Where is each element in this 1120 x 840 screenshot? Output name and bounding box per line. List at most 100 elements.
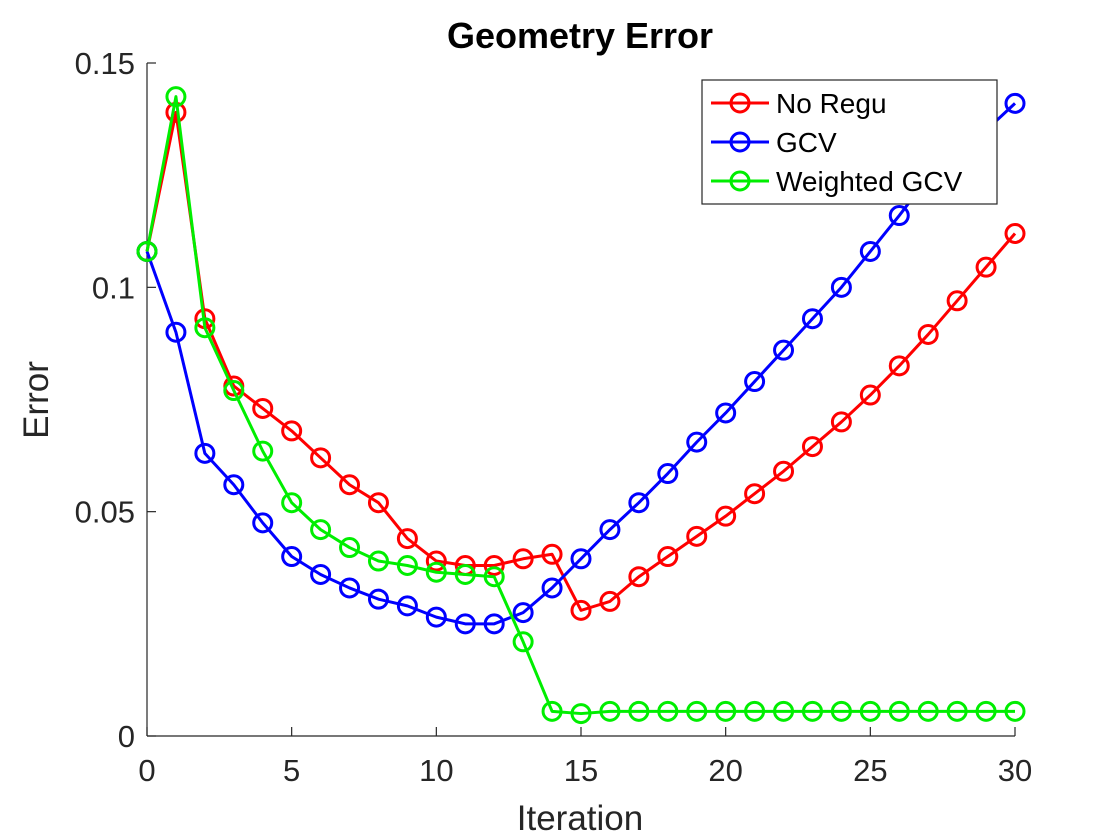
legend-label-no-regu: No Regu	[776, 88, 887, 119]
data-point-weighted-gcv	[454, 563, 476, 585]
data-point-gcv	[454, 613, 476, 635]
data-point-weighted-gcv	[946, 700, 968, 722]
data-point-no-regu	[859, 384, 881, 406]
data-point-weighted-gcv	[628, 700, 650, 722]
chart-title: Geometry Error	[447, 15, 713, 56]
series-weighted-gcv	[136, 86, 1026, 725]
data-point-no-regu	[252, 397, 274, 419]
data-point-no-regu	[483, 555, 505, 577]
data-point-no-regu	[773, 460, 795, 482]
data-point-no-regu	[367, 492, 389, 514]
data-point-no-regu	[888, 355, 910, 377]
series-line-no-regu	[145, 110, 1017, 612]
data-point-no-regu	[628, 566, 650, 588]
data-point-gcv	[281, 546, 303, 568]
data-point-no-regu	[975, 256, 997, 278]
data-point-weighted-gcv	[888, 700, 910, 722]
data-point-gcv	[223, 474, 245, 496]
data-point-weighted-gcv	[744, 700, 766, 722]
data-point-no-regu	[570, 599, 592, 621]
data-point-gcv	[541, 577, 563, 599]
data-point-weighted-gcv	[830, 700, 852, 722]
data-point-weighted-gcv	[975, 700, 997, 722]
x-tick-label: 20	[708, 753, 742, 788]
series-line-weighted-gcv	[145, 95, 1015, 716]
data-point-no-regu	[946, 290, 968, 312]
data-point-gcv	[483, 613, 505, 635]
data-point-no-regu	[686, 525, 708, 547]
data-point-gcv	[744, 371, 766, 393]
data-point-no-regu	[1004, 222, 1026, 244]
data-point-gcv	[1004, 92, 1026, 114]
y-axis-label: Error	[17, 361, 56, 439]
legend-item-gcv: GCV	[711, 127, 837, 158]
data-point-no-regu	[512, 548, 534, 570]
data-point-no-regu	[541, 543, 563, 565]
data-point-weighted-gcv	[686, 700, 708, 722]
x-axis-label: Iteration	[517, 799, 643, 838]
y-tick-label: 0.1	[92, 270, 135, 305]
data-point-gcv	[165, 321, 187, 343]
series-layer	[136, 86, 1026, 725]
data-point-weighted-gcv	[194, 317, 216, 339]
legend-label-weighted-gcv: Weighted GCV	[776, 166, 963, 197]
data-point-no-regu	[310, 447, 332, 469]
series-line-gcv	[145, 102, 1017, 626]
data-point-weighted-gcv	[252, 440, 274, 462]
legend-item-weighted-gcv: Weighted GCV	[711, 166, 963, 197]
data-point-gcv	[888, 205, 910, 227]
data-point-no-regu	[657, 546, 679, 568]
legend-label-gcv: GCV	[776, 127, 837, 158]
data-point-weighted-gcv	[136, 240, 158, 262]
data-point-no-regu	[425, 550, 447, 572]
data-point-gcv	[367, 588, 389, 610]
data-point-gcv	[252, 512, 274, 534]
data-point-gcv	[628, 492, 650, 514]
data-point-gcv	[339, 577, 361, 599]
x-tick-label: 25	[853, 753, 887, 788]
legend-marker-no-regu	[729, 92, 751, 114]
data-point-gcv	[773, 339, 795, 361]
legend-marker-weighted-gcv	[729, 170, 751, 192]
data-point-gcv	[859, 240, 881, 262]
data-point-no-regu	[281, 420, 303, 442]
data-point-gcv	[425, 606, 447, 628]
data-point-weighted-gcv	[223, 380, 245, 402]
data-point-weighted-gcv	[483, 566, 505, 588]
data-point-weighted-gcv	[367, 550, 389, 572]
data-point-weighted-gcv	[599, 700, 621, 722]
y-tick-label: 0.15	[75, 46, 135, 81]
data-point-weighted-gcv	[1004, 700, 1026, 722]
y-tick-label: 0	[118, 719, 135, 754]
x-tick-label: 0	[138, 753, 155, 788]
data-point-no-regu	[599, 590, 621, 612]
data-point-gcv	[512, 602, 534, 624]
legend-marker-gcv	[729, 131, 751, 153]
data-point-weighted-gcv	[570, 703, 592, 725]
data-point-no-regu	[801, 436, 823, 458]
data-point-gcv	[801, 308, 823, 330]
data-point-weighted-gcv	[715, 700, 737, 722]
data-point-weighted-gcv	[801, 700, 823, 722]
data-point-weighted-gcv	[657, 700, 679, 722]
data-point-weighted-gcv	[512, 631, 534, 653]
data-point-no-regu	[744, 483, 766, 505]
data-point-no-regu	[830, 411, 852, 433]
data-point-gcv	[310, 563, 332, 585]
data-point-gcv	[686, 431, 708, 453]
data-point-weighted-gcv	[396, 555, 418, 577]
x-tick-label: 30	[998, 753, 1032, 788]
x-tick-label: 15	[564, 753, 598, 788]
data-point-weighted-gcv	[773, 700, 795, 722]
x-tick-label: 10	[419, 753, 453, 788]
data-point-no-regu	[715, 505, 737, 527]
data-point-no-regu	[396, 528, 418, 550]
series-gcv	[136, 92, 1026, 635]
data-point-gcv	[396, 595, 418, 617]
axes: 0 5 10 15 20 25 30 0 0.05 0.1 0.15	[75, 46, 1033, 788]
data-point-weighted-gcv	[541, 700, 563, 722]
data-point-weighted-gcv	[310, 519, 332, 541]
data-point-gcv	[830, 276, 852, 298]
data-point-weighted-gcv	[165, 86, 187, 108]
